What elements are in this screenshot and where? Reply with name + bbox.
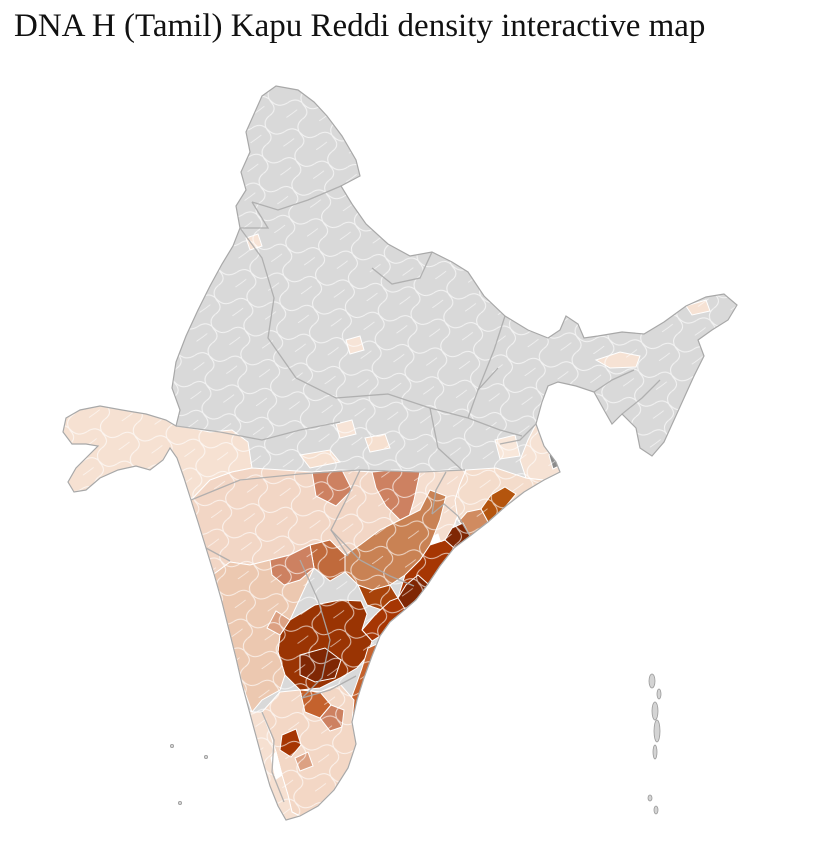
- region-goa[interactable]: [207, 591, 219, 607]
- lakshadweep-islands[interactable]: [169, 744, 208, 806]
- island-dot[interactable]: [203, 755, 208, 760]
- state-borders: [175, 185, 661, 803]
- island-shape[interactable]: [648, 673, 656, 689]
- island-shape[interactable]: [656, 688, 662, 700]
- island-shape[interactable]: [652, 744, 658, 760]
- island-shape[interactable]: [647, 794, 653, 802]
- island-shape[interactable]: [653, 719, 661, 743]
- india-outline: [62, 85, 738, 821]
- island-shape[interactable]: [651, 701, 659, 721]
- region-jharkhand-district[interactable]: [494, 434, 521, 460]
- island-shape[interactable]: [653, 805, 659, 815]
- andaman-nicobar-islands[interactable]: [647, 673, 662, 815]
- island-dot[interactable]: [169, 744, 174, 749]
- page-title: DNA H (Tamil) Kapu Reddi density interac…: [14, 8, 706, 44]
- island-dot[interactable]: [177, 801, 182, 806]
